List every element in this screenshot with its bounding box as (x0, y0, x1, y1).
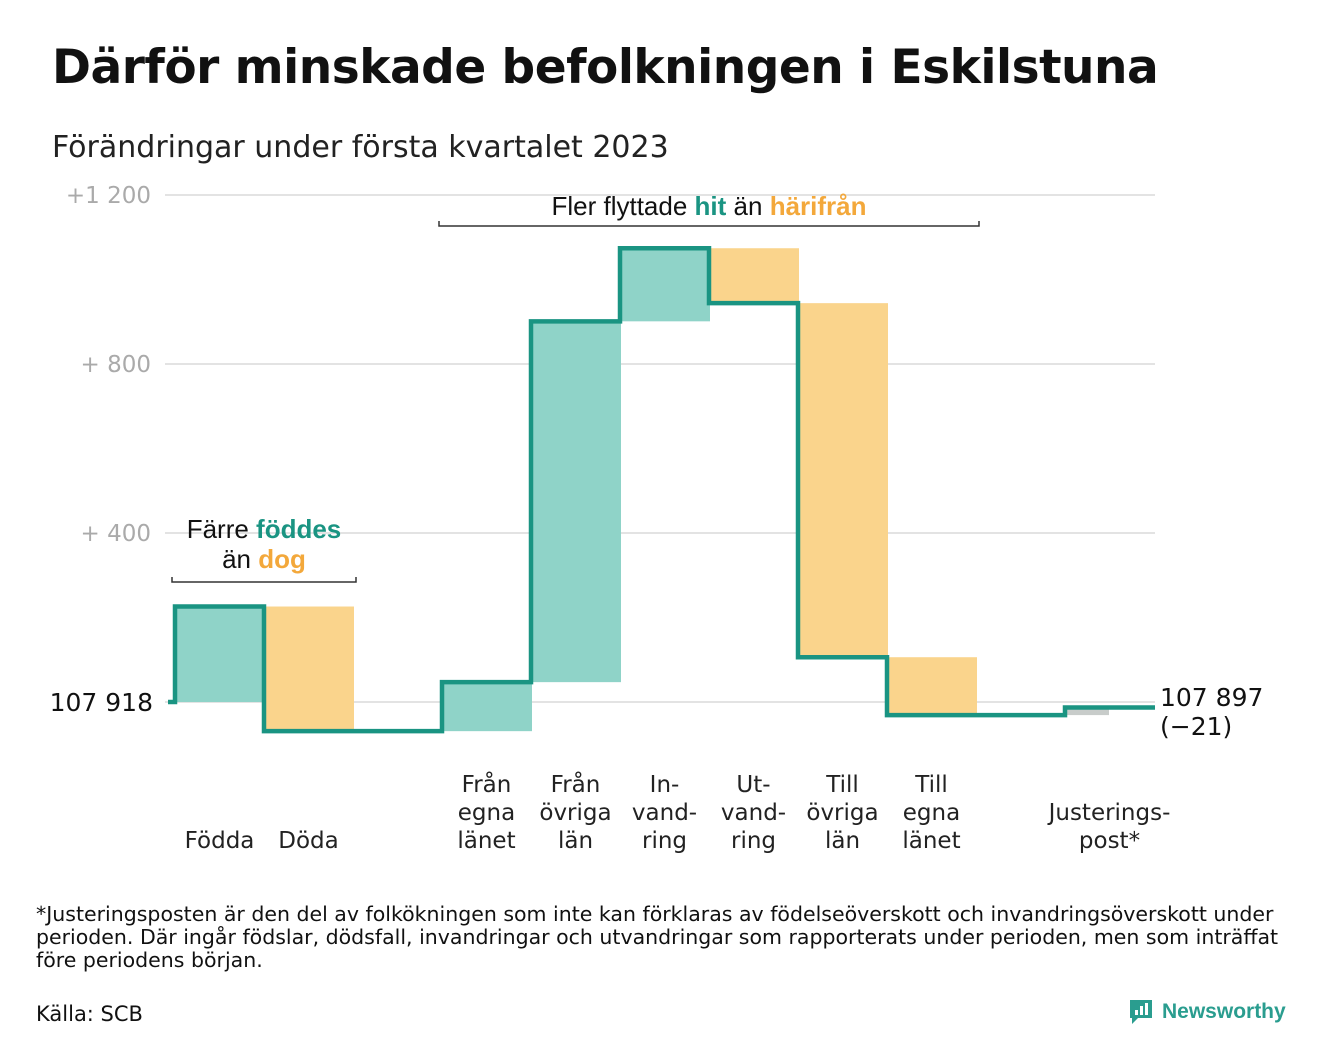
bar-7 (798, 303, 888, 658)
category-label-3-1: egna (458, 800, 515, 826)
bar-0 (175, 606, 265, 702)
annotation-text-0-1: än dog (222, 544, 306, 574)
bar-3 (442, 682, 532, 732)
category-label-6-0: Ut- (736, 772, 770, 798)
category-label-8-0: Till (914, 772, 948, 798)
category-label-4-0: Från (551, 770, 601, 798)
bar-10 (1067, 707, 1109, 716)
end-change-label: (−21) (1160, 712, 1232, 741)
category-label-3-0: Från (462, 770, 512, 798)
annotation-text-0-0: Färre föddes (187, 514, 342, 544)
brand-name: Newsworthy (1162, 1000, 1286, 1023)
chart-title: Därför minskade befolkningen i Eskilstun… (52, 40, 1159, 95)
category-label-10-0: Justerings- (1047, 800, 1171, 826)
bar-5 (620, 248, 710, 322)
bars (175, 248, 1109, 732)
step-line (168, 245, 1155, 734)
bar-1 (264, 606, 354, 732)
category-label-5-0: In- (650, 772, 680, 798)
annotation-bracket-0 (171, 577, 357, 583)
annotation-segment-0-0-0: Färre (187, 514, 256, 544)
footnote: *Justeringsposten är den del av folkökni… (36, 902, 1279, 972)
bar-4 (531, 321, 621, 683)
annotation-segment-0-1-0: än (222, 544, 258, 574)
annotation-segment-0-0-1: föddes (256, 514, 341, 544)
category-label-5-2: ring (642, 828, 687, 854)
start-value-label: 107 918 (50, 688, 153, 717)
source-note: Källa: SCB (36, 1002, 143, 1026)
annotation-bracket-1 (438, 221, 980, 227)
annotation-segment-0-1-1: dog (258, 544, 306, 574)
category-label-7-1: övriga (806, 800, 878, 826)
category-label-6-1: vand- (721, 800, 786, 826)
y-tick-label-0: + 400 (81, 521, 151, 547)
cumulative-step-line (168, 245, 1155, 734)
category-label-6-2: ring (731, 828, 776, 854)
newsworthy-logo-icon (1130, 1000, 1152, 1024)
category-label-10-1: post* (1079, 828, 1140, 854)
bar-8 (887, 657, 977, 716)
annotation-segment-1-0-1: hit (695, 191, 727, 221)
category-label-7-2: län (825, 828, 860, 854)
chart-subtitle: Förändringar under första kvartalet 2023 (52, 130, 669, 165)
category-label-8-2: länet (902, 828, 960, 854)
annotation-segment-1-0-2: än (726, 191, 769, 221)
brand-logo: Newsworthy (1128, 998, 1286, 1026)
category-label-0-0: Födda (185, 828, 255, 854)
category-label-7-0: Till (825, 772, 859, 798)
category-label-4-1: övriga (539, 800, 611, 826)
category-label-3-2: länet (457, 828, 515, 854)
category-label-5-1: vand- (632, 800, 697, 826)
category-label-1-0: Döda (278, 828, 338, 854)
annotation-text-1-0: Fler flyttade hit än härifrån (551, 191, 866, 221)
category-label-4-2: län (558, 828, 593, 854)
annotation-segment-1-0-3: härifrån (770, 191, 867, 221)
y-tick-label-1: + 800 (81, 352, 151, 378)
annotation-segment-1-0-0: Fler flyttade (551, 191, 694, 221)
end-value-label: 107 897 (1160, 683, 1263, 712)
category-label-8-1: egna (903, 800, 960, 826)
bar-6 (709, 248, 799, 304)
y-tick-label-2: +1 200 (66, 183, 151, 209)
